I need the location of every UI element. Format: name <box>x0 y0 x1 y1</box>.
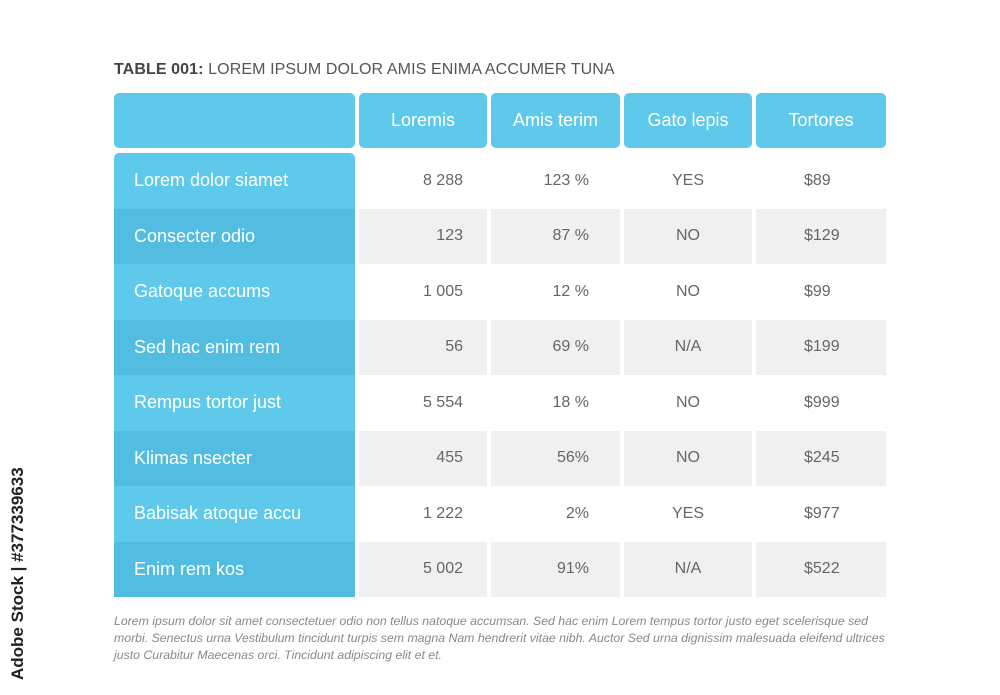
table-cell: 87 % <box>491 208 620 264</box>
column-header: Gato lepis <box>624 93 752 148</box>
table-cell: 12 % <box>552 282 589 300</box>
table-cell: 455 <box>359 430 487 486</box>
table-cell: 18 % <box>552 393 589 411</box>
footnote: Lorem ipsum dolor sit amet consectetuer … <box>114 614 885 662</box>
table-cell: N/A <box>624 319 752 375</box>
row-label: Sed hac enim rem <box>114 319 355 375</box>
table-cell: 123 % <box>543 171 589 189</box>
table-cell: $245 <box>756 430 886 486</box>
table-number: TABLE 001: <box>114 61 204 78</box>
row-label: Enim rem kos <box>114 541 355 597</box>
table-cell: NO <box>624 208 752 264</box>
table-cell: YES <box>671 504 704 522</box>
row-label: Consecter odio <box>114 208 355 264</box>
column-header: Amis terim <box>491 93 620 148</box>
table-cell: NO <box>624 430 752 486</box>
row-label: Lorem dolor siamet <box>114 153 355 209</box>
column-header: Tortores <box>756 93 886 148</box>
table-cell: 56 <box>359 319 487 375</box>
row-label: Babisak atoque accu <box>114 486 355 542</box>
table-cell: $522 <box>756 541 886 597</box>
table-cell: $89 <box>804 171 831 189</box>
table-cell: 2% <box>565 504 589 522</box>
table-cell: 91% <box>491 541 620 597</box>
table-title: TABLE 001: LOREM IPSUM DOLOR AMIS ENIMA … <box>114 61 615 79</box>
table-cell: YES <box>671 171 704 189</box>
header-corner <box>114 93 355 148</box>
table-cell: 5 002 <box>359 541 487 597</box>
row-label: Gatoque accums <box>114 264 355 320</box>
table-cell: NO <box>676 393 700 411</box>
watermark: Adobe Stock | #377339633 <box>8 467 27 680</box>
table-cell: 5 554 <box>422 393 463 411</box>
table-title-text: LOREM IPSUM DOLOR AMIS ENIMA ACCUMER TUN… <box>203 61 615 78</box>
table-cell: N/A <box>624 541 752 597</box>
table-cell: 1 222 <box>422 504 463 522</box>
table-cell: $977 <box>804 504 840 522</box>
table-cell: $999 <box>804 393 840 411</box>
row-label: Rempus tortor just <box>114 375 355 431</box>
table-cell: 56% <box>491 430 620 486</box>
table-cell: NO <box>676 282 700 300</box>
table-cell: 69 % <box>491 319 620 375</box>
column-header: Loremis <box>359 93 487 148</box>
table-cell: 1 005 <box>422 282 463 300</box>
table-cell: $129 <box>756 208 886 264</box>
row-label: Klimas nsecter <box>114 430 355 486</box>
table-cell: $99 <box>804 282 831 300</box>
row-labels-column: Lorem dolor siamet Consecter odio Gatoque … <box>114 153 355 597</box>
table-cell: $199 <box>756 319 886 375</box>
table-cell: 123 <box>359 208 487 264</box>
table-cell: 8 288 <box>422 171 463 189</box>
